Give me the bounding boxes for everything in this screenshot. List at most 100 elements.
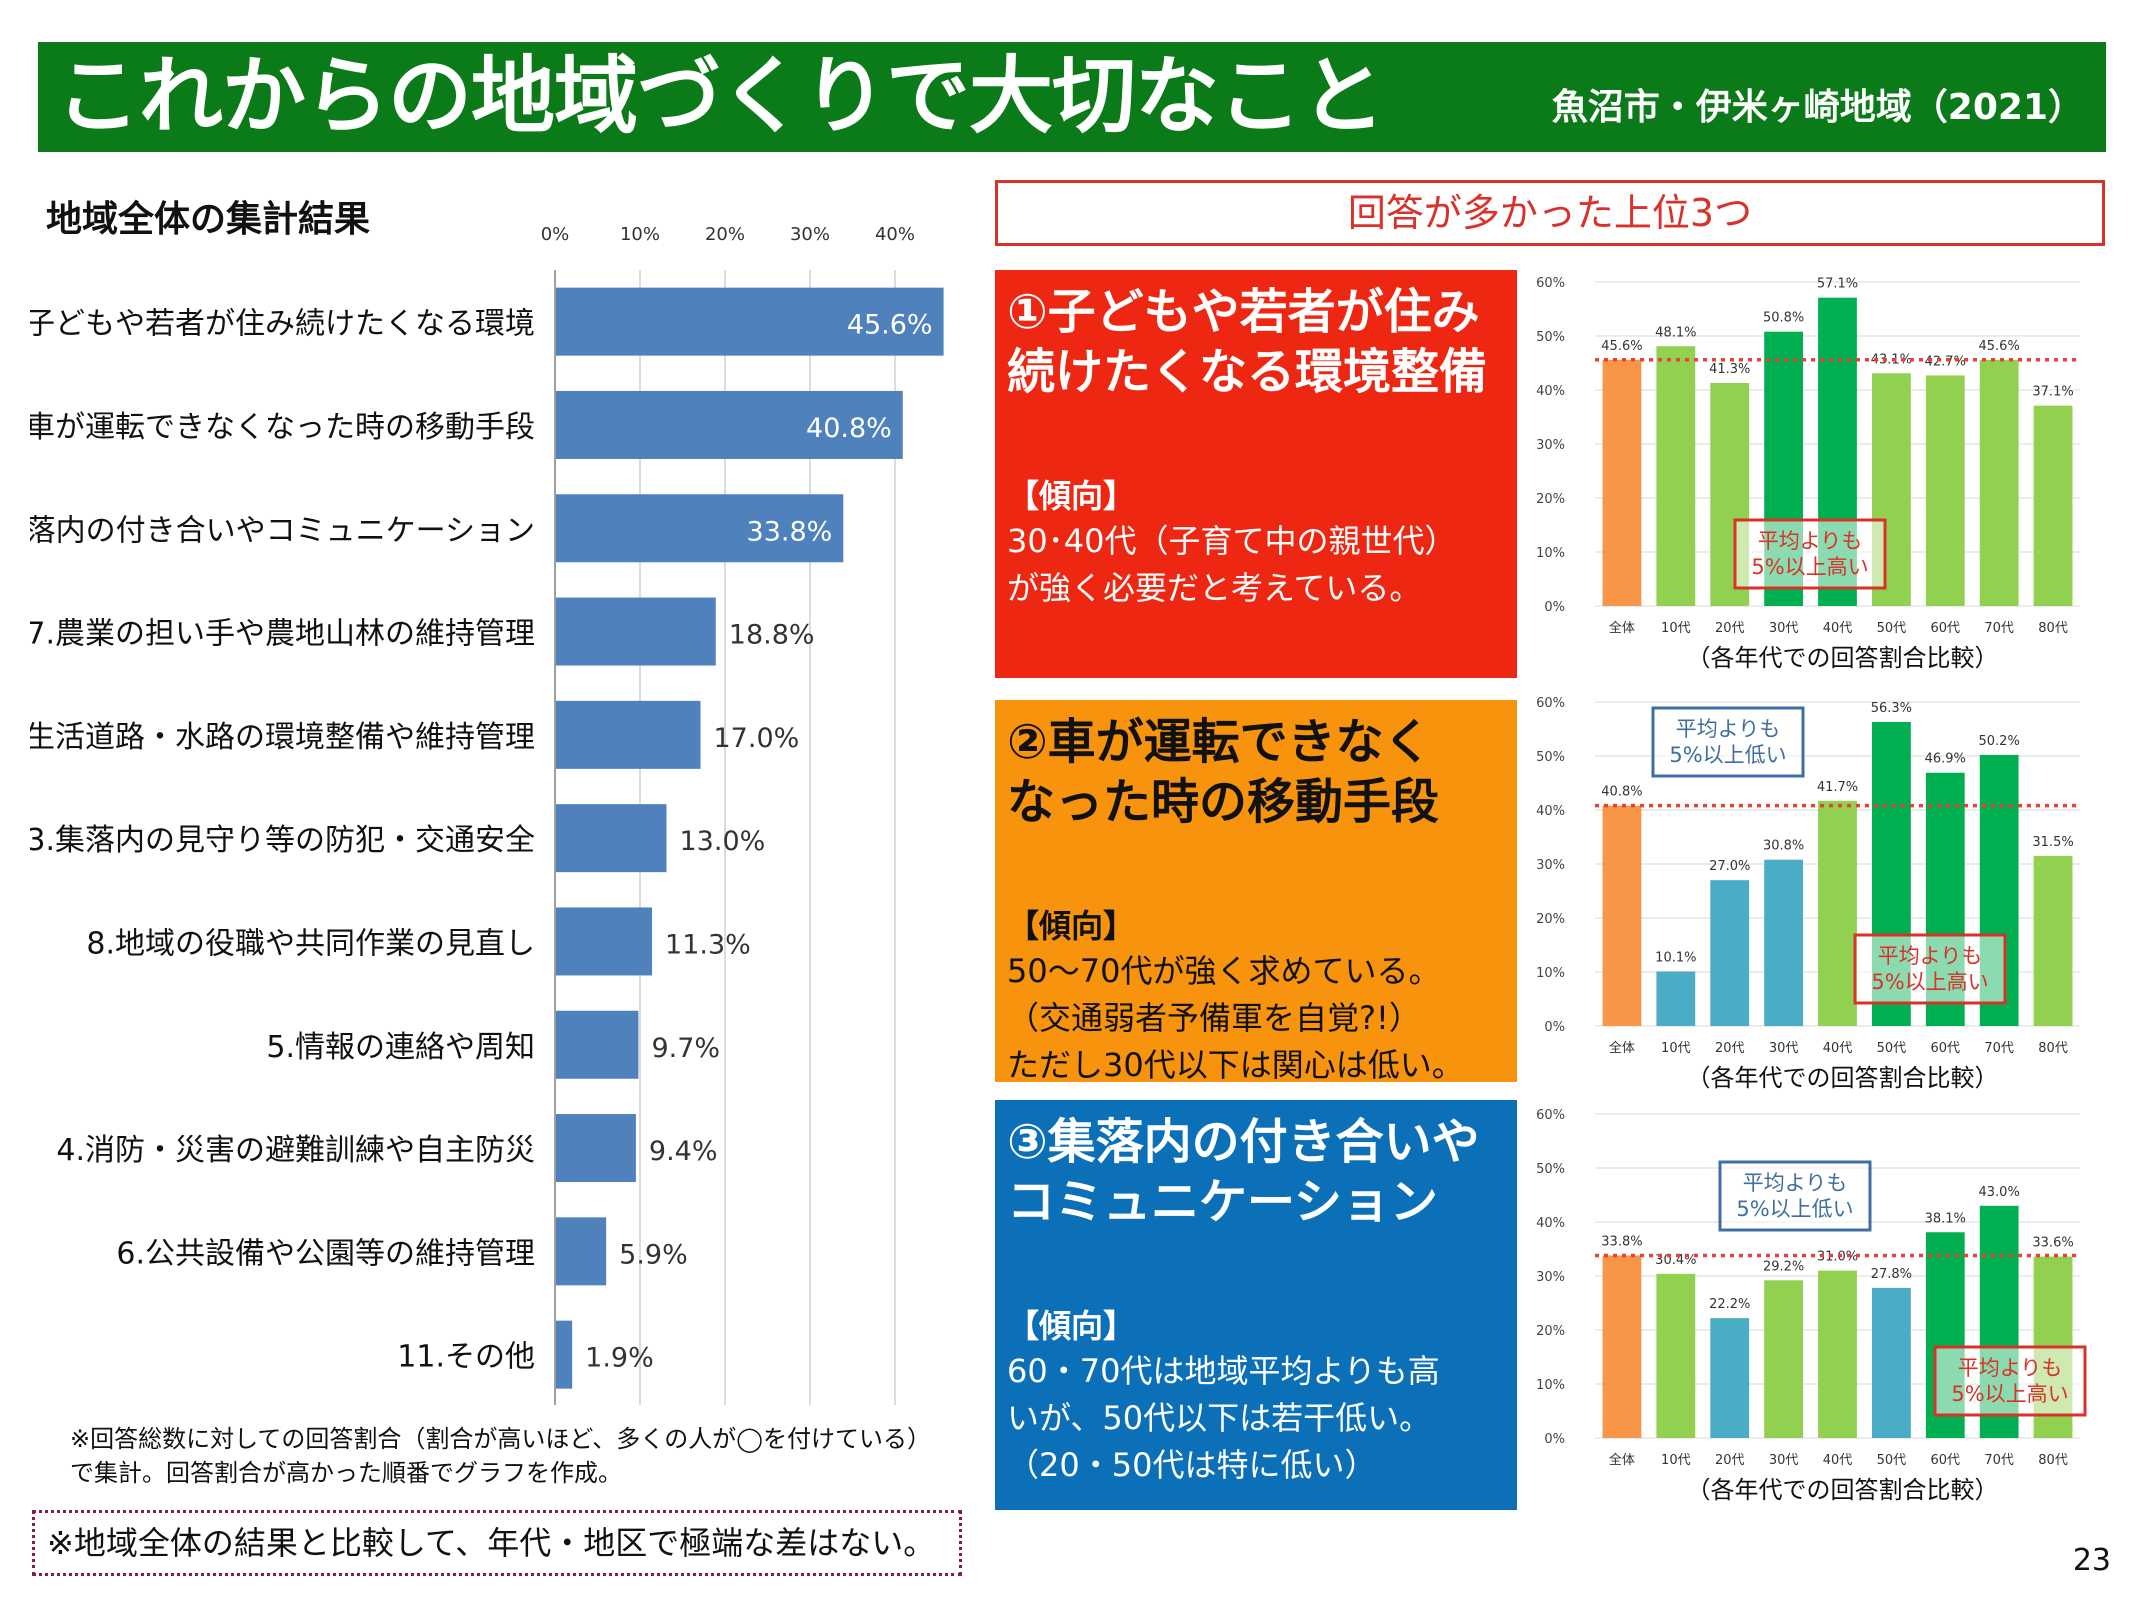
annotation-text: 5%以上高い [1751,555,1868,579]
trend-text: 30･40代（子育て中の親世代） が強く必要だと考えている。 [1007,522,1457,607]
category-label: 6.公共設備や公園等の維持管理 [116,1236,535,1271]
category-label: 70代 [1984,1453,2014,1468]
tick-label: 30% [1536,858,1565,873]
category-label: 7.農業の担い手や農地山林の維持管理 [30,617,535,652]
category-label: 60代 [1931,621,1961,636]
page-subtitle: 魚沼市・伊米ヶ崎地域（2021） [1551,87,2084,128]
value-label: 45.6% [1601,339,1642,354]
annotation-text: 5%以上高い [1951,1382,2068,1406]
bar [1602,1255,1642,1438]
tick-label: 60% [1536,276,1565,291]
bar [1979,359,2019,606]
bar [1764,859,1804,1026]
category-label: 30代 [1769,621,1799,636]
page-title: これからの地域づくりで大切なこと [56,47,1385,145]
category-label: 20代 [1715,1041,1745,1056]
category-label: 4.消防・災害の避難訓練や自主防災 [56,1133,535,1168]
overall-bar-chart: 0% 10% 20% 30% 40% 10.子どもや若者が住み続けたくなる環境 45.6% 9… [30,224,944,1405]
category-label: 5.情報の連絡や周知 [266,1030,535,1065]
category-label: 40代 [1823,621,1853,636]
bar [1764,1280,1804,1438]
overall-results-heading: 地域全体の集計結果 [46,199,371,240]
category-label: 80代 [2038,621,2068,636]
category-label: 50代 [1877,621,1907,636]
tick-label: 60% [1536,696,1565,711]
value-label: 9.7% [651,1033,720,1064]
category-label: 10代 [1661,1453,1691,1468]
bar [1602,805,1642,1026]
bar [1656,346,1696,606]
value-label: 17.0% [714,723,800,754]
category-label: 50代 [1877,1453,1907,1468]
value-label: 57.1% [1817,277,1858,292]
tick-label: 40% [1536,384,1565,399]
value-label: 43.0% [1979,1185,2020,1200]
tick-label: 50% [1536,1162,1565,1177]
bar [556,1114,636,1183]
tick-label: 30% [1536,438,1565,453]
tick-label: 60% [1536,1108,1565,1123]
value-label: 37.1% [2032,385,2073,400]
value-label: 13.0% [680,826,766,857]
category-label: 20代 [1715,621,1745,636]
value-label: 42.7% [1925,354,1966,369]
tick-label: 20% [1536,1324,1565,1339]
bar [1818,1270,1857,1438]
age-chart-2: 0% 10% 20% 30% 40% 50% 60% 40.8% 全体 10.1% 10代 27.0%… [1536,696,2080,1092]
age-chart-3: 0%10%20%30%40%50%60%33.8%全体30.4%10代22.2%… [1536,1108,2087,1504]
annotation-frame [1933,1345,2087,1417]
value-label: 45.6% [1979,339,2020,354]
bar [1656,1273,1696,1438]
bar [556,804,667,873]
tick-label: 10% [1536,1378,1565,1393]
trend-text: 50～70代が強く求めている。 （交通弱者予備軍を自覚?!） ただし30代以下は… [1007,952,1464,1084]
value-label: 56.3% [1871,701,1912,716]
trend-label: 【傾向】 [1007,1307,1136,1345]
category-label: 60代 [1931,1041,1961,1056]
value-label: 22.2% [1709,1297,1750,1312]
trend-text: 60・70代は地域平均よりも高 いが、50代以下は若干低い。 （20・50代は特… [1007,1352,1440,1484]
annotation-text: 平均よりも [1676,717,1781,741]
value-label: 5.9% [619,1239,688,1270]
x-axis-label: （各年代での回答割合比較） [1687,1476,1999,1504]
category-label: 11.その他 [397,1340,535,1375]
value-label: 40.8% [806,413,892,444]
value-label: 33.6% [2032,1236,2073,1251]
category-label: 8.地域の役職や共同作業の見直し [86,926,535,961]
page-number: 23 [2072,1543,2111,1578]
tick-label: 30% [790,224,830,245]
tick-label: 0% [1544,1432,1565,1447]
topic-title: ③集落内の付き合いや コミュニケーション [1007,1114,1480,1230]
tick-label: 0% [1544,600,1565,615]
value-label: 31.5% [2032,835,2073,850]
bar [1871,1287,1911,1438]
value-label: 10.1% [1655,950,1696,965]
category-label: 10.子どもや若者が住み続けたくなる環境 [30,307,535,342]
value-label: 50.2% [1979,734,2020,749]
value-label: 11.3% [665,929,751,960]
value-label: 18.8% [729,620,815,651]
annotation-text: 5%以上低い [1669,743,1786,767]
bar [556,494,844,563]
category-label: 30代 [1769,1041,1799,1056]
category-label: 40代 [1823,1041,1853,1056]
tick-label: 10% [1536,546,1565,561]
category-label: 2.生活道路・水路の環境整備や維持管理 [30,720,535,755]
value-label: 29.2% [1763,1259,1804,1274]
bar [556,907,653,976]
tick-label: 10% [1536,966,1565,981]
value-label: 27.0% [1709,859,1750,874]
category-label: 全体 [1609,1452,1635,1468]
category-label: 70代 [1984,621,2014,636]
annotation-frame [1853,933,2007,1005]
age-chart-1: 0% 10% 20% 30% 40% 50% 60% 45.6% 全体 48.1% 10代 41.3%… [1536,276,2080,672]
tick-label: 50% [1536,750,1565,765]
conclusion-note: ※地域全体の結果と比較して、年代・地区で極端な差はない。 [32,1510,962,1576]
value-label: 1.9% [585,1343,654,1374]
bar [1602,359,1642,606]
